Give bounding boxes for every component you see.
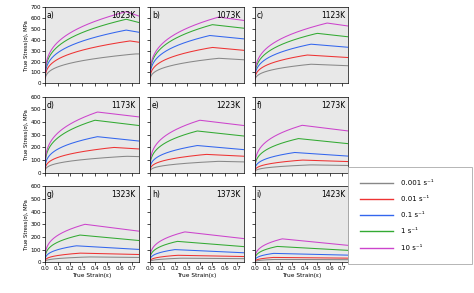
Text: b): b) bbox=[152, 11, 160, 20]
X-axis label: True Strain(ε): True Strain(ε) bbox=[282, 273, 321, 278]
X-axis label: True Strain(ε): True Strain(ε) bbox=[177, 273, 217, 278]
Text: c): c) bbox=[256, 11, 264, 20]
Text: h): h) bbox=[152, 190, 160, 199]
Text: a): a) bbox=[47, 11, 55, 20]
Text: i): i) bbox=[256, 190, 262, 199]
Text: 1123K: 1123K bbox=[321, 11, 346, 20]
Text: 1023K: 1023K bbox=[111, 11, 136, 20]
Y-axis label: True Stress(σ), MPa: True Stress(σ), MPa bbox=[24, 199, 29, 250]
Y-axis label: True Stress(σ), MPa: True Stress(σ), MPa bbox=[24, 20, 29, 71]
Text: 1373K: 1373K bbox=[216, 190, 241, 199]
Text: 1323K: 1323K bbox=[111, 190, 136, 199]
Text: f): f) bbox=[256, 100, 263, 110]
Text: 1073K: 1073K bbox=[216, 11, 241, 20]
Text: 1273K: 1273K bbox=[321, 100, 346, 110]
Text: 1423K: 1423K bbox=[321, 190, 346, 199]
Text: 1223K: 1223K bbox=[217, 100, 241, 110]
Text: e): e) bbox=[152, 100, 159, 110]
X-axis label: True Strain(ε): True Strain(ε) bbox=[72, 273, 111, 278]
Text: 0.01 s⁻¹: 0.01 s⁻¹ bbox=[401, 196, 428, 202]
Text: 1173K: 1173K bbox=[111, 100, 136, 110]
Text: 1 s⁻¹: 1 s⁻¹ bbox=[401, 229, 418, 234]
Text: g): g) bbox=[47, 190, 55, 199]
Text: 10 s⁻¹: 10 s⁻¹ bbox=[401, 245, 422, 251]
Text: 0.1 s⁻¹: 0.1 s⁻¹ bbox=[401, 212, 424, 218]
Y-axis label: True Stress(σ), MPa: True Stress(σ), MPa bbox=[24, 109, 29, 160]
Text: d): d) bbox=[47, 100, 55, 110]
Text: 0.001 s⁻¹: 0.001 s⁻¹ bbox=[401, 180, 433, 186]
